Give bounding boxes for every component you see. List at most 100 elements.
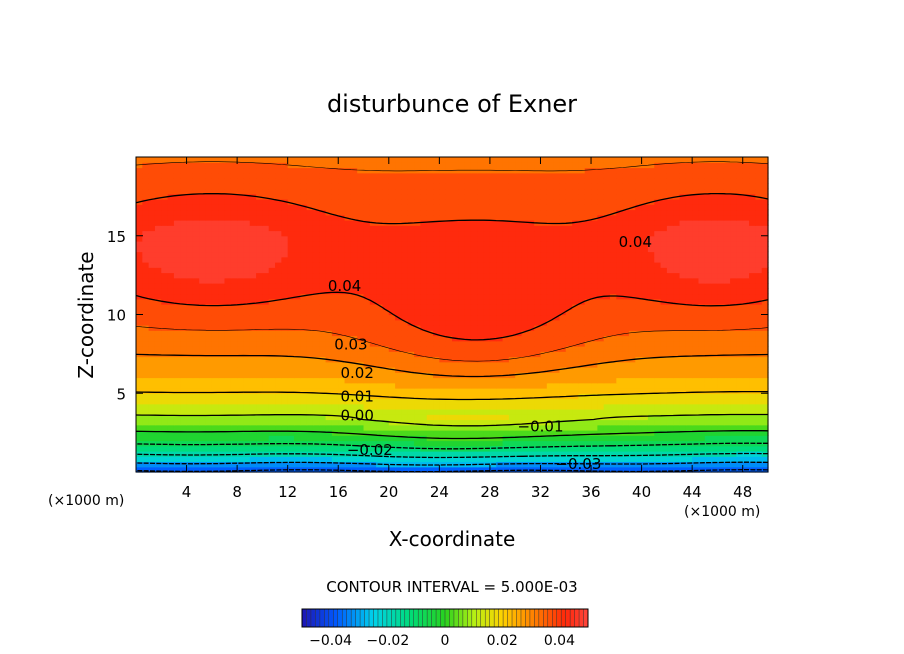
field-cell bbox=[698, 346, 706, 352]
field-cell bbox=[470, 356, 478, 363]
field-cell bbox=[363, 230, 371, 237]
field-cell bbox=[369, 277, 377, 284]
field-cell bbox=[294, 288, 301, 295]
field-cell bbox=[363, 340, 371, 347]
field-cell bbox=[300, 377, 308, 384]
field-cell bbox=[540, 335, 548, 342]
field-cell bbox=[591, 288, 598, 295]
field-cell bbox=[357, 319, 365, 326]
field-cell bbox=[654, 335, 662, 342]
field-cell bbox=[508, 272, 516, 279]
field-cell bbox=[148, 241, 156, 247]
field-cell bbox=[192, 251, 200, 258]
field-cell bbox=[685, 440, 693, 447]
field-cell bbox=[306, 335, 314, 342]
field-cell bbox=[673, 409, 681, 415]
field-cell bbox=[527, 235, 535, 242]
field-cell bbox=[148, 466, 156, 473]
field-cell bbox=[553, 214, 561, 221]
field-cell bbox=[192, 314, 200, 321]
field-cell bbox=[294, 435, 301, 442]
field-cell bbox=[382, 214, 390, 221]
field-cell bbox=[325, 246, 333, 253]
field-cell bbox=[591, 235, 598, 242]
field-cell bbox=[578, 262, 586, 268]
field-cell bbox=[199, 298, 207, 305]
field-cell bbox=[565, 356, 573, 363]
field-cell bbox=[628, 456, 636, 463]
field-cell bbox=[647, 372, 655, 379]
field-cell bbox=[540, 409, 548, 415]
field-cell bbox=[452, 388, 459, 394]
field-cell bbox=[388, 256, 396, 263]
field-cell bbox=[647, 235, 655, 242]
field-cell bbox=[224, 461, 232, 468]
field-cell bbox=[281, 256, 289, 263]
field-cell bbox=[635, 251, 643, 258]
field-cell bbox=[736, 309, 744, 316]
field-cell bbox=[224, 451, 232, 457]
field-cell bbox=[553, 414, 561, 421]
field-cell bbox=[281, 293, 289, 300]
field-cell bbox=[426, 430, 434, 436]
field-cell bbox=[673, 346, 681, 352]
field-cell bbox=[433, 356, 440, 363]
field-cell bbox=[363, 251, 371, 258]
field-cell bbox=[281, 235, 289, 242]
field-cell bbox=[433, 456, 440, 463]
field-cell bbox=[458, 414, 466, 421]
field-cell bbox=[369, 356, 377, 363]
field-cell bbox=[597, 435, 605, 442]
field-cell bbox=[357, 351, 365, 358]
field-cell bbox=[382, 377, 390, 384]
field-cell bbox=[489, 361, 497, 368]
field-cell bbox=[464, 230, 472, 237]
field-cell bbox=[711, 435, 719, 442]
field-cell bbox=[401, 451, 409, 457]
field-cell bbox=[414, 393, 421, 400]
field-cell bbox=[527, 340, 535, 347]
field-cell bbox=[180, 251, 188, 258]
field-cell bbox=[376, 430, 384, 436]
field-cell bbox=[470, 209, 478, 216]
field-cell bbox=[635, 246, 643, 253]
field-cell bbox=[300, 372, 308, 379]
field-cell bbox=[470, 424, 478, 431]
field-cell bbox=[287, 367, 295, 373]
field-cell bbox=[711, 351, 719, 358]
field-cell bbox=[230, 424, 238, 431]
field-cell bbox=[515, 251, 523, 258]
field-cell bbox=[458, 451, 466, 457]
field-cell bbox=[249, 330, 257, 337]
field-cell bbox=[647, 225, 655, 232]
field-cell bbox=[628, 346, 636, 352]
field-cell bbox=[673, 293, 681, 300]
field-cell bbox=[711, 230, 719, 237]
field-cell bbox=[534, 361, 542, 368]
field-cell bbox=[553, 356, 561, 363]
field-cell bbox=[553, 256, 561, 263]
field-cell bbox=[388, 262, 396, 268]
field-cell bbox=[243, 304, 251, 310]
field-cell bbox=[306, 209, 314, 216]
field-cell bbox=[173, 256, 181, 263]
field-cell bbox=[344, 424, 352, 431]
field-cell bbox=[439, 325, 447, 331]
field-cell bbox=[761, 424, 769, 431]
field-cell bbox=[508, 246, 516, 253]
field-cell bbox=[489, 367, 497, 373]
field-cell bbox=[584, 445, 592, 452]
field-cell bbox=[382, 409, 390, 415]
field-cell bbox=[704, 304, 712, 310]
field-cell bbox=[534, 414, 542, 421]
field-cell bbox=[628, 335, 636, 342]
field-cell bbox=[439, 241, 447, 247]
field-cell bbox=[154, 330, 162, 337]
field-cell bbox=[275, 445, 282, 452]
field-cell bbox=[350, 325, 358, 331]
field-cell bbox=[300, 445, 308, 452]
field-cell bbox=[268, 209, 276, 216]
field-cell bbox=[376, 346, 384, 352]
field-cell bbox=[414, 225, 421, 232]
field-cell bbox=[553, 346, 561, 352]
